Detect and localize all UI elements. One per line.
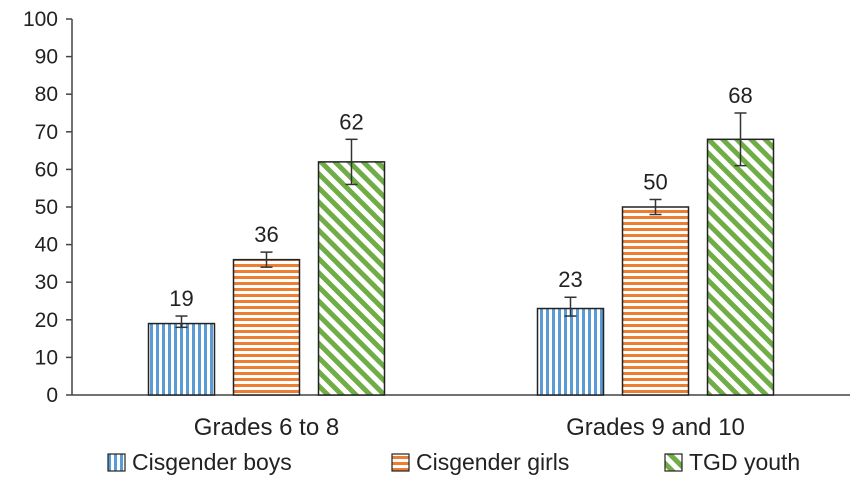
bar-cisgender-boys — [147, 322, 216, 396]
bars-group: 19 23 36 50 62 68 — [147, 83, 775, 396]
legend-label: Cisgender girls — [416, 449, 569, 475]
bar-cisgender-boys — [536, 307, 605, 396]
bar-tgd-youth — [706, 138, 775, 396]
y-tick-label: 100 — [23, 8, 58, 31]
y-tick-label: 30 — [35, 271, 58, 294]
legend-label: Cisgender boys — [132, 449, 292, 475]
data-label: 23 — [558, 267, 582, 292]
y-tick-label: 50 — [35, 196, 58, 219]
data-label: 62 — [339, 109, 363, 134]
y-tick-label: 80 — [35, 83, 58, 106]
y-tick-label: 60 — [35, 158, 58, 181]
x-category-label: Grades 9 and 10 — [566, 414, 745, 441]
data-label: 68 — [728, 83, 752, 108]
data-label: 19 — [169, 286, 193, 311]
y-tick-label: 10 — [35, 346, 58, 369]
data-label: 36 — [254, 222, 278, 247]
legend: Cisgender boys Cisgender girls TGD youth — [107, 449, 800, 475]
legend-swatch — [664, 453, 683, 472]
x-axis: Grades 6 to 8 Grades 9 and 10 — [72, 394, 850, 441]
y-tick-label: 90 — [35, 46, 58, 69]
bar-tgd-youth — [317, 161, 386, 396]
y-tick-label: 20 — [35, 309, 58, 332]
legend-swatch — [391, 453, 410, 472]
y-axis: 0 10 20 30 40 50 60 70 80 90 100 — [23, 8, 73, 407]
y-tick-label: 0 — [46, 384, 58, 407]
bar-cisgender-girls — [232, 258, 301, 396]
legend-label: TGD youth — [689, 449, 800, 475]
y-tick-label: 70 — [35, 121, 58, 144]
legend-swatch — [107, 453, 126, 472]
data-label: 50 — [643, 169, 667, 194]
y-tick-label: 40 — [35, 234, 58, 257]
x-category-label: Grades 6 to 8 — [194, 414, 339, 441]
bar-cisgender-girls — [621, 206, 690, 396]
